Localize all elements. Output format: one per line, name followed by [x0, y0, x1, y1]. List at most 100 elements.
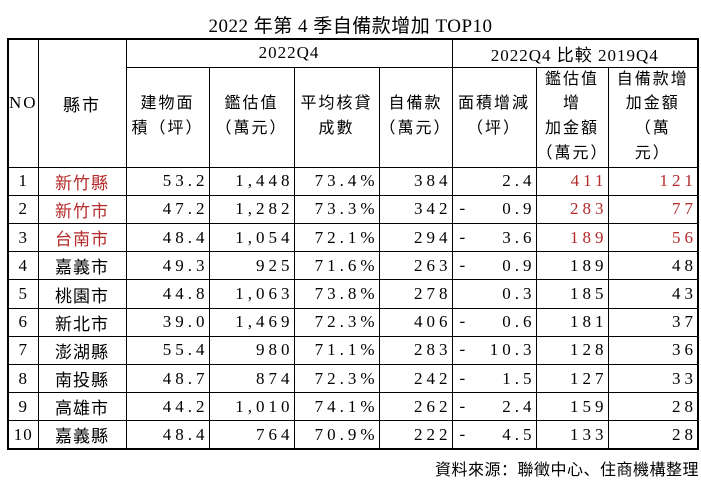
cell-loan-ratio: 71.6%: [293, 251, 380, 281]
cell-county: 嘉義市: [37, 251, 127, 281]
header-label-row: 建物面 積（坪） 鑑估值 （萬元） 平均核貸 成數 自備款 （萬元） 面積增減 …: [8, 66, 699, 168]
header-group-2022q4: 2022Q4: [125, 38, 453, 68]
cell-building-area: 48.4: [125, 223, 210, 253]
cell-appraisal: 925: [208, 251, 295, 281]
table-row: 10 嘉義縣 48.4 764 70.9% 222- 4.5 133 28: [7, 420, 699, 450]
cell-building-area: 48.7: [125, 363, 210, 394]
table-row: 7 澎湖縣 55.4 980 71.1% 283- 10.3 128 36: [7, 335, 699, 366]
cell-loan-ratio: 71.1%: [293, 335, 380, 366]
cell-down-payment-change: 28: [607, 392, 699, 422]
cell-down-payment: 242: [378, 363, 453, 394]
cell-loan-ratio: 73.4%: [293, 166, 380, 196]
cell-no: 4: [7, 251, 39, 281]
header-group-row: NO. 縣市 2022Q4 2022Q4 比較 2019Q4: [7, 38, 699, 168]
table-row: 3 台南市 48.4 1,054 72.1% 294- 3.6 189 56: [7, 223, 699, 253]
cell-county: 新北市: [37, 307, 127, 337]
negative-sign: -: [459, 311, 466, 331]
cell-appraisal: 874: [208, 363, 295, 394]
header-group-compare: 2022Q4 比較 2019Q4: [451, 38, 699, 68]
cell-down-payment: 294: [378, 223, 453, 253]
change-value: 4.5: [502, 424, 536, 444]
cell-no: 10: [7, 420, 39, 450]
cell-down-payment: 222: [378, 420, 453, 450]
table-row: 9 高雄市 44.2 1,010 74.1% 262- 2.4 159 28: [7, 392, 699, 422]
header-county: 縣市: [37, 38, 127, 168]
cell-down-payment: 384: [378, 166, 453, 196]
table-row: 4 嘉義市 49.3 925 71.6% 263- 0.9 189 48: [7, 251, 699, 281]
cell-appraisal-change: 185: [535, 279, 609, 309]
table-row: 5 桃園市 44.8 1,063 73.8% 278 0.3 185 43: [7, 279, 699, 309]
cell-no: 9: [7, 392, 39, 422]
cell-appraisal: 980: [208, 335, 295, 366]
data-table: NO. 縣市 2022Q4 2022Q4 比較 2019Q4 建物面 積（坪） …: [7, 38, 700, 451]
cell-appraisal: 1,010: [208, 392, 295, 422]
cell-appraisal: 1,448: [208, 166, 295, 196]
cell-county: 台南市: [37, 223, 127, 253]
cell-building-area: 53.2: [125, 166, 210, 196]
header-down-payment: 自備款 （萬元）: [378, 66, 453, 168]
cell-down-payment-change: 77: [607, 194, 699, 225]
change-value: 10.3: [489, 340, 536, 360]
cell-down-payment-change: 28: [607, 420, 699, 450]
header-loan-ratio: 平均核貸 成數: [293, 66, 380, 168]
cell-no: 2: [7, 194, 39, 225]
cell-area-change: - 3.6: [451, 223, 537, 253]
cell-down-payment: 278: [378, 279, 453, 309]
cell-down-payment-change: 48: [607, 251, 699, 281]
cell-building-area: 44.8: [125, 279, 210, 309]
cell-appraisal: 1,063: [208, 279, 295, 309]
cell-appraisal: 1,469: [208, 307, 295, 337]
change-value: 2.4: [502, 171, 536, 191]
cell-down-payment: 406: [378, 307, 453, 337]
cell-down-payment-change: 36: [607, 335, 699, 366]
cell-area-change: - 0.9: [451, 194, 537, 225]
source-note: 資料來源：聯徵中心、住商機構整理: [434, 462, 699, 480]
cell-building-area: 49.3: [125, 251, 210, 281]
chart-title: 2022 年第 4 季自備款增加 TOP10: [208, 16, 493, 37]
table-body: 1 新竹縣 53.2 1,448 73.4% 384 2.4 411 121 2 新竹市 47.2 1,…: [7, 166, 699, 450]
cell-area-change: - 10.3: [451, 335, 537, 366]
cell-county: 澎湖縣: [37, 335, 127, 366]
cell-area-change: - 0.9: [451, 251, 537, 281]
table-row: 2 新竹市 47.2 1,282 73.3% 342- 0.9 283 77: [7, 194, 699, 225]
cell-no: 8: [7, 363, 39, 394]
cell-area-change: - 1.5: [451, 363, 537, 394]
header-down-payment-change: 自備款增 加金額（萬 元）: [607, 66, 699, 168]
negative-sign: -: [459, 255, 466, 275]
cell-loan-ratio: 72.1%: [293, 223, 380, 253]
header-appraisal-change: 鑑估值增 加金額 （萬元）: [535, 66, 609, 168]
cell-down-payment-change: 33: [607, 363, 699, 394]
cell-area-change: 2.4: [451, 166, 537, 196]
negative-sign: -: [459, 199, 466, 219]
cell-appraisal: 1,054: [208, 223, 295, 253]
cell-appraisal-change: 189: [535, 251, 609, 281]
cell-down-payment: 283: [378, 335, 453, 366]
negative-sign: -: [459, 424, 466, 444]
change-value: 0.6: [502, 312, 536, 332]
header-no: NO.: [7, 38, 39, 168]
header-area-change: 面積增減 （坪）: [451, 66, 537, 168]
cell-building-area: 44.2: [125, 392, 210, 422]
table-row: 8 南投縣 48.7 874 72.3% 242- 1.5 127 33: [7, 363, 699, 394]
cell-no: 1: [7, 166, 39, 196]
cell-appraisal-change: 127: [535, 363, 609, 394]
cell-no: 3: [7, 223, 39, 253]
table-row: 1 新竹縣 53.2 1,448 73.4% 384 2.4 411 121: [7, 166, 699, 196]
cell-appraisal-change: 181: [535, 307, 609, 337]
cell-building-area: 39.0: [125, 307, 210, 337]
cell-no: 5: [7, 279, 39, 309]
negative-sign: -: [459, 340, 466, 360]
cell-down-payment: 262: [378, 392, 453, 422]
change-value: 0.3: [502, 284, 536, 304]
cell-building-area: 47.2: [125, 194, 210, 225]
cell-appraisal: 1,282: [208, 194, 295, 225]
cell-no: 7: [7, 335, 39, 366]
cell-no: 6: [7, 307, 39, 337]
cell-down-payment-change: 56: [607, 223, 699, 253]
change-value: 0.9: [502, 255, 536, 275]
cell-county: 新竹縣: [37, 166, 127, 196]
change-value: 2.4: [502, 396, 536, 416]
cell-county: 桃園市: [37, 279, 127, 309]
cell-loan-ratio: 74.1%: [293, 392, 380, 422]
